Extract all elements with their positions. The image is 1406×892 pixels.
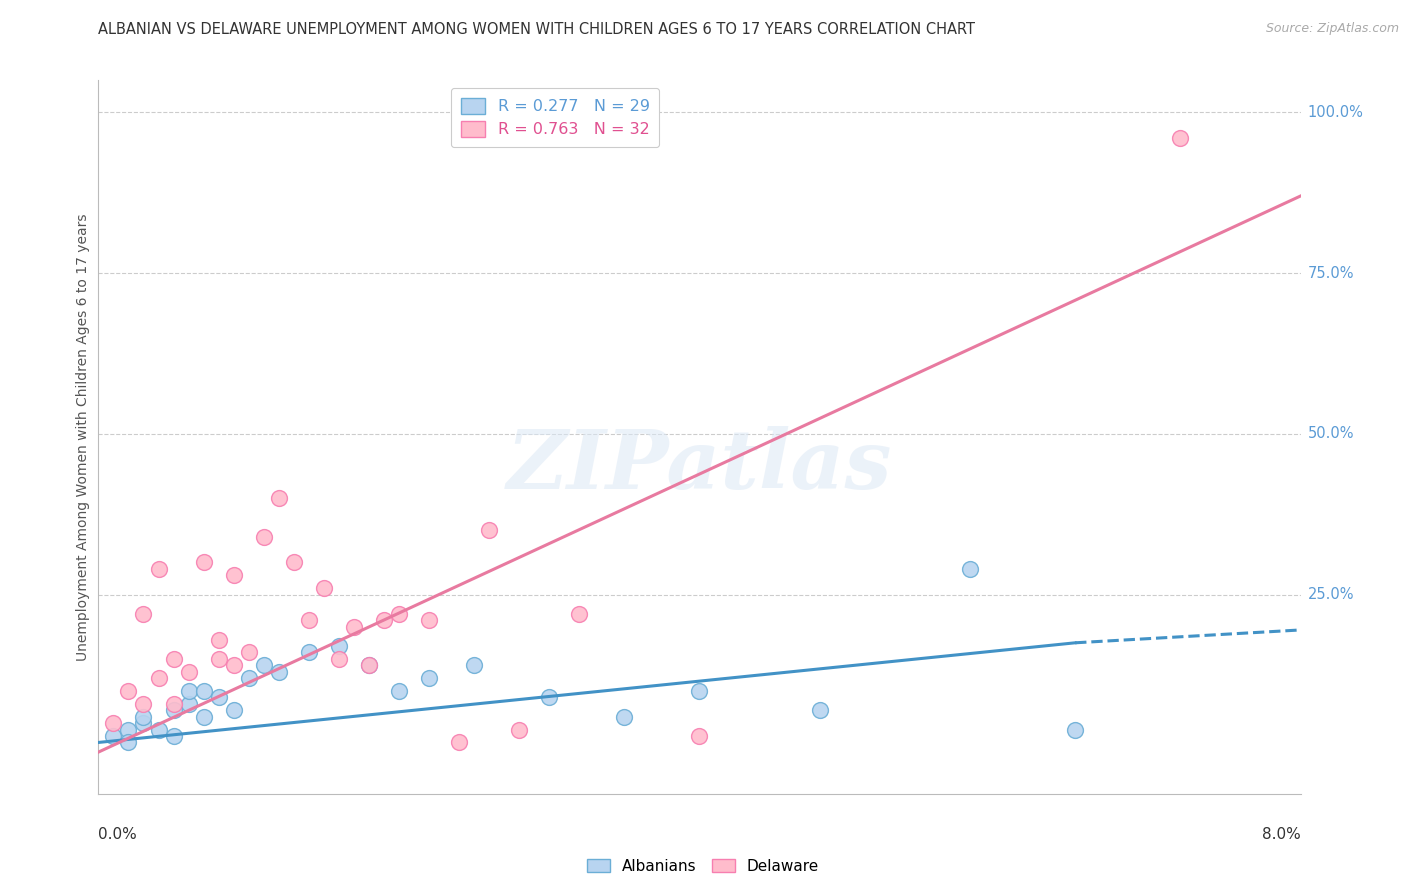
Point (808, 703, 831, 717)
Point (162, 652, 184, 666)
Point (328, 639, 350, 653)
Text: ZIPatlas: ZIPatlas (506, 425, 893, 506)
Text: 25.0%: 25.0% (1308, 587, 1354, 602)
Point (418, 671, 440, 685)
Point (253, 658, 276, 673)
Point (1168, 131, 1191, 145)
Point (447, 735, 470, 749)
Point (568, 607, 591, 621)
Point (208, 652, 231, 666)
Point (253, 530, 276, 544)
Point (357, 658, 380, 673)
Text: 0.0%: 0.0% (98, 827, 138, 841)
Point (688, 684, 710, 698)
Point (388, 607, 411, 621)
Point (208, 632, 231, 647)
Point (177, 697, 200, 711)
Text: 75.0%: 75.0% (1308, 266, 1354, 281)
Point (388, 684, 411, 698)
Text: 50.0%: 50.0% (1308, 426, 1354, 442)
Point (1064, 723, 1087, 737)
Point (688, 729, 710, 743)
Point (148, 562, 170, 576)
Point (373, 613, 395, 627)
Point (613, 710, 636, 724)
Point (132, 710, 155, 724)
Point (508, 723, 530, 737)
Point (193, 684, 215, 698)
Point (117, 684, 139, 698)
Point (148, 723, 170, 737)
Text: 8.0%: 8.0% (1261, 827, 1301, 841)
Point (238, 645, 260, 659)
Point (193, 710, 215, 724)
Point (478, 524, 501, 538)
Point (298, 645, 321, 659)
Point (312, 581, 335, 595)
Point (222, 568, 245, 582)
Point (162, 729, 184, 743)
Point (222, 703, 245, 717)
Point (132, 607, 155, 621)
Point (538, 690, 561, 705)
Point (103, 716, 125, 731)
Point (267, 491, 290, 505)
Point (103, 729, 125, 743)
Point (162, 697, 184, 711)
Text: 100.0%: 100.0% (1308, 105, 1364, 120)
Legend: Albanians, Delaware: Albanians, Delaware (581, 853, 825, 880)
Point (193, 556, 215, 570)
Point (463, 658, 485, 673)
Point (162, 703, 184, 717)
Y-axis label: Unemployment Among Women with Children Ages 6 to 17 years: Unemployment Among Women with Children A… (76, 213, 90, 661)
Point (132, 697, 155, 711)
Point (357, 658, 380, 673)
Point (222, 658, 245, 673)
Point (343, 620, 366, 634)
Text: Source: ZipAtlas.com: Source: ZipAtlas.com (1265, 22, 1399, 36)
Point (132, 716, 155, 731)
Point (148, 671, 170, 685)
Point (177, 684, 200, 698)
Point (208, 690, 231, 705)
Point (117, 735, 139, 749)
Point (238, 671, 260, 685)
Point (959, 562, 981, 576)
Point (283, 556, 305, 570)
Point (117, 723, 139, 737)
Point (267, 665, 290, 679)
Text: ALBANIAN VS DELAWARE UNEMPLOYMENT AMONG WOMEN WITH CHILDREN AGES 6 TO 17 YEARS C: ALBANIAN VS DELAWARE UNEMPLOYMENT AMONG … (98, 22, 976, 37)
Point (298, 613, 321, 627)
Point (418, 613, 440, 627)
Point (328, 652, 350, 666)
Point (177, 665, 200, 679)
Legend: R = 0.277   N = 29, R = 0.763   N = 32: R = 0.277 N = 29, R = 0.763 N = 32 (451, 88, 659, 147)
